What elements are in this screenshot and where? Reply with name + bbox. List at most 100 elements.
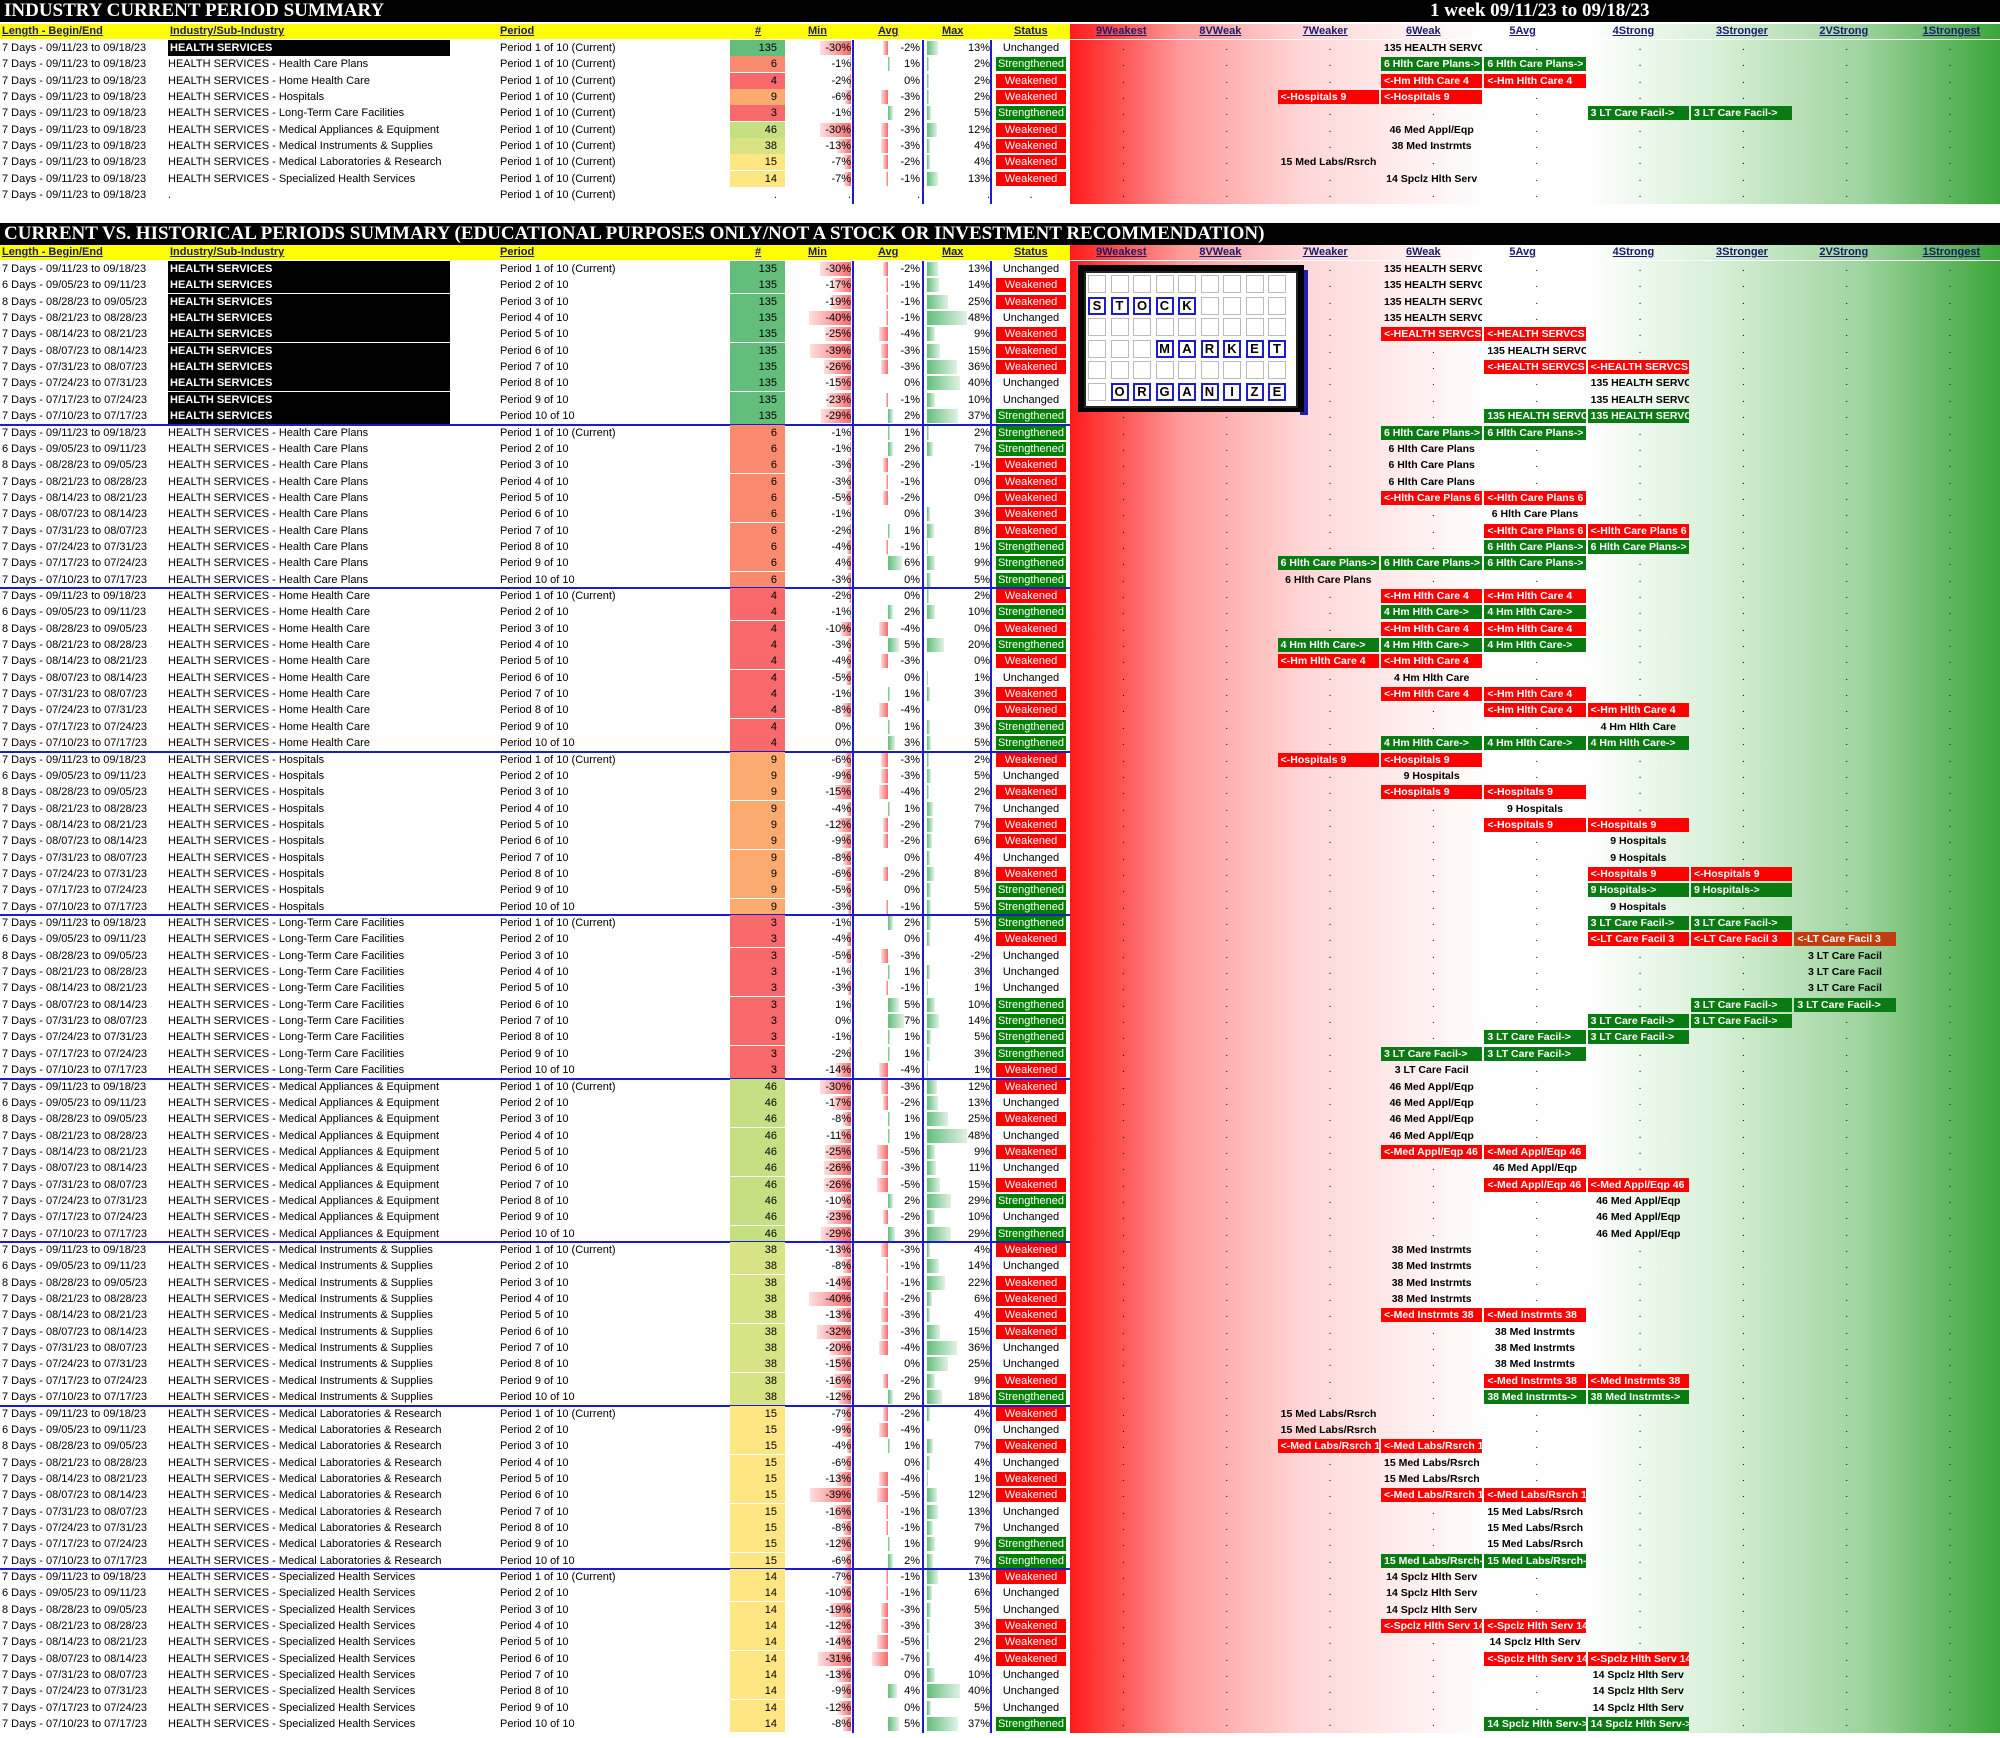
min-bar — [845, 670, 851, 685]
min-bar — [823, 1161, 851, 1176]
strength-4strong-header[interactable]: 4Strong — [1612, 246, 1655, 258]
column-divider — [922, 40, 924, 204]
strength-cell: 46 Med Appl/Eqp — [1389, 1096, 1474, 1109]
table-row: 7 Days - 07/17/23 to 07/24/23 HEALTH SERV… — [0, 1045, 2000, 1063]
avg-bar — [881, 768, 888, 783]
col-count-header[interactable]: # — [755, 246, 762, 258]
placeholder-dot: . — [1742, 1293, 1745, 1305]
strength-6weak-header[interactable]: 6Weak — [1406, 25, 1441, 37]
col-avg-header[interactable]: Avg — [878, 25, 899, 37]
placeholder-dot: . — [1638, 1521, 1642, 1533]
strength-8vweak-header[interactable]: 8VWeak — [1199, 246, 1242, 258]
table-row: 7 Days - 07/24/23 to 07/31/23 HEALTH SERV… — [0, 1683, 2000, 1700]
strength-cell: 6 Hlth Care Plans-> — [1484, 57, 1586, 72]
avg-bar — [885, 392, 888, 407]
placeholder-dot: . — [1742, 622, 1745, 634]
row-count: 4 — [730, 735, 785, 752]
col-industry-header[interactable]: Industry/Sub-Industry — [170, 246, 285, 258]
max-bar — [927, 605, 936, 620]
col-status-header[interactable]: Status — [1014, 246, 1048, 258]
placeholder-dot: . — [1432, 671, 1435, 683]
strength-6weak-header[interactable]: 6Weak — [1406, 246, 1441, 258]
strength-cell: 6 Hlth Care Plans — [1388, 459, 1475, 472]
row-avg: 0% — [904, 671, 920, 684]
row-period: Period 3 of 10 — [500, 1603, 569, 1616]
placeholder-dot: . — [1948, 74, 1952, 86]
placeholder-dot: . — [1225, 982, 1229, 994]
min-bar — [842, 703, 851, 718]
strength-3stronger-header[interactable]: 3Stronger — [1716, 25, 1768, 37]
placeholder-dot: . — [1948, 655, 1952, 667]
strength-cell: 46 Med Appl/Eqp — [1389, 123, 1474, 136]
placeholder-dot: . — [1225, 442, 1229, 454]
strength-7weaker-header[interactable]: 7Weaker — [1302, 25, 1348, 37]
logo-cell: Z — [1245, 382, 1264, 401]
col-avg-header[interactable]: Avg — [878, 246, 899, 258]
placeholder-dot: . — [1328, 900, 1332, 912]
avg-bar — [881, 1602, 888, 1617]
col-min-header[interactable]: Min — [808, 25, 827, 37]
strength-1strongest-header[interactable]: 1Strongest — [1922, 25, 1981, 37]
col-industry-header[interactable]: Industry/Sub-Industry — [170, 25, 285, 37]
placeholder-dot: . — [1845, 1407, 1849, 1419]
placeholder-dot: . — [1948, 884, 1952, 896]
row-max: 2% — [974, 786, 990, 799]
strength-4strong-header[interactable]: 4Strong — [1612, 25, 1655, 37]
placeholder-dot: . — [1432, 344, 1435, 356]
strength-3stronger-header[interactable]: 3Stronger — [1716, 246, 1768, 258]
strength-1strongest-header[interactable]: 1Strongest — [1922, 246, 1981, 258]
strength-zone — [1070, 121, 2000, 139]
row-avg: -2% — [900, 491, 920, 504]
table-row: 7 Days - 07/31/23 to 08/07/23 HEALTH SERV… — [0, 359, 2000, 376]
row-avg: 2% — [904, 1194, 920, 1207]
logo-cell — [1178, 275, 1196, 293]
row-industry: HEALTH SERVICES — [168, 261, 450, 277]
col-period-header[interactable]: Period — [500, 25, 535, 37]
strength-5avg-header[interactable]: 5Avg — [1509, 246, 1536, 258]
placeholder-dot: . — [1535, 1358, 1539, 1370]
row-min: -4% — [831, 802, 851, 815]
row-min: -1% — [831, 58, 851, 71]
placeholder-dot: . — [1638, 557, 1642, 569]
row-max: 9% — [974, 328, 990, 341]
row-count: 135 — [730, 261, 785, 277]
row-length: 7 Days - 07/10/23 to 07/17/23 — [2, 410, 147, 423]
strength-8vweak-header[interactable]: 8VWeak — [1199, 25, 1242, 37]
row-max: 37% — [967, 410, 990, 423]
col-length-header[interactable]: Length - Begin/End — [2, 25, 103, 37]
placeholder-dot: . — [1432, 107, 1435, 119]
strength-2vstrong-header[interactable]: 2VStrong — [1819, 25, 1869, 37]
row-avg: 0% — [904, 590, 920, 602]
col-max-header[interactable]: Max — [942, 246, 964, 258]
placeholder-dot: . — [1225, 1603, 1229, 1615]
placeholder-dot: . — [1535, 1194, 1539, 1206]
row-count: 38 — [730, 1356, 785, 1373]
placeholder-dot: . — [1535, 377, 1539, 389]
placeholder-dot: . — [1742, 557, 1745, 569]
row-count: 4 — [730, 637, 785, 654]
strength-5avg-header[interactable]: 5Avg — [1509, 25, 1536, 37]
col-min-header[interactable]: Min — [808, 246, 827, 258]
max-bar — [927, 1586, 932, 1601]
strength-9weakest-header[interactable]: 9Weakest — [1096, 246, 1147, 258]
placeholder-dot: . — [1328, 786, 1332, 798]
min-bar — [831, 1602, 851, 1617]
strength-7weaker-header[interactable]: 7Weaker — [1302, 246, 1348, 258]
col-max-header[interactable]: Max — [942, 25, 964, 37]
col-status-header[interactable]: Status — [1014, 25, 1048, 37]
col-period-header[interactable]: Period — [500, 246, 535, 258]
placeholder-dot: . — [1432, 818, 1435, 830]
strength-cell: <-Hospitals 9 — [1277, 752, 1379, 767]
col-length-header[interactable]: Length - Begin/End — [2, 246, 103, 258]
placeholder-dot: . — [1535, 720, 1539, 732]
col-count-header[interactable]: # — [755, 25, 762, 37]
strength-cell: 15 Med Labs/Rsrch — [1384, 1472, 1480, 1485]
row-count: 14 — [730, 170, 785, 187]
strength-cell: 4 Hm Hlth Care-> — [1484, 605, 1586, 620]
row-avg: -3% — [900, 769, 920, 782]
strength-2vstrong-header[interactable]: 2VStrong — [1819, 246, 1869, 258]
strength-zone — [1070, 849, 2000, 866]
strength-9weakest-header[interactable]: 9Weakest — [1096, 25, 1147, 37]
placeholder-dot: . — [1122, 688, 1125, 700]
placeholder-dot: . — [1122, 1554, 1125, 1566]
